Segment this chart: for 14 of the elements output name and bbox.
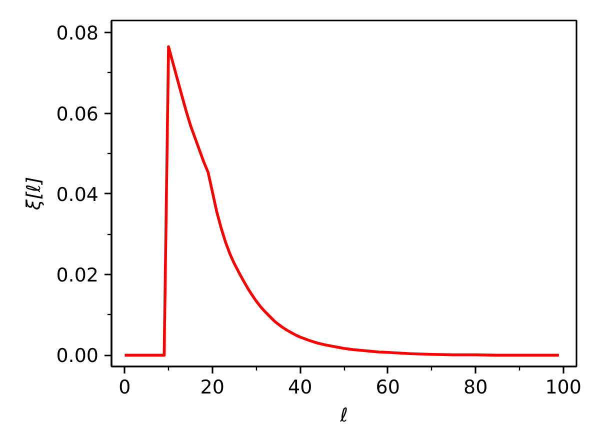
y-tick-label: 0.04 [56, 184, 99, 206]
x-tick-label: 40 [288, 376, 312, 398]
x-tick-label: 20 [200, 376, 224, 398]
y-axis-title: ξ[ℓ] [23, 176, 46, 212]
y-tick-label: 0.00 [56, 345, 99, 368]
x-tick-label: 80 [464, 376, 488, 398]
x-tick-label: 60 [376, 376, 400, 398]
x-tick-label: 0 [118, 376, 131, 398]
y-tick-label: 0.02 [56, 264, 99, 287]
x-tick-label: 100 [545, 376, 582, 398]
y-tick-label: 0.08 [56, 22, 99, 45]
y-tick-label: 0.06 [56, 103, 99, 126]
line-series [123, 45, 560, 357]
x-axis-title: ℓ [339, 404, 348, 426]
